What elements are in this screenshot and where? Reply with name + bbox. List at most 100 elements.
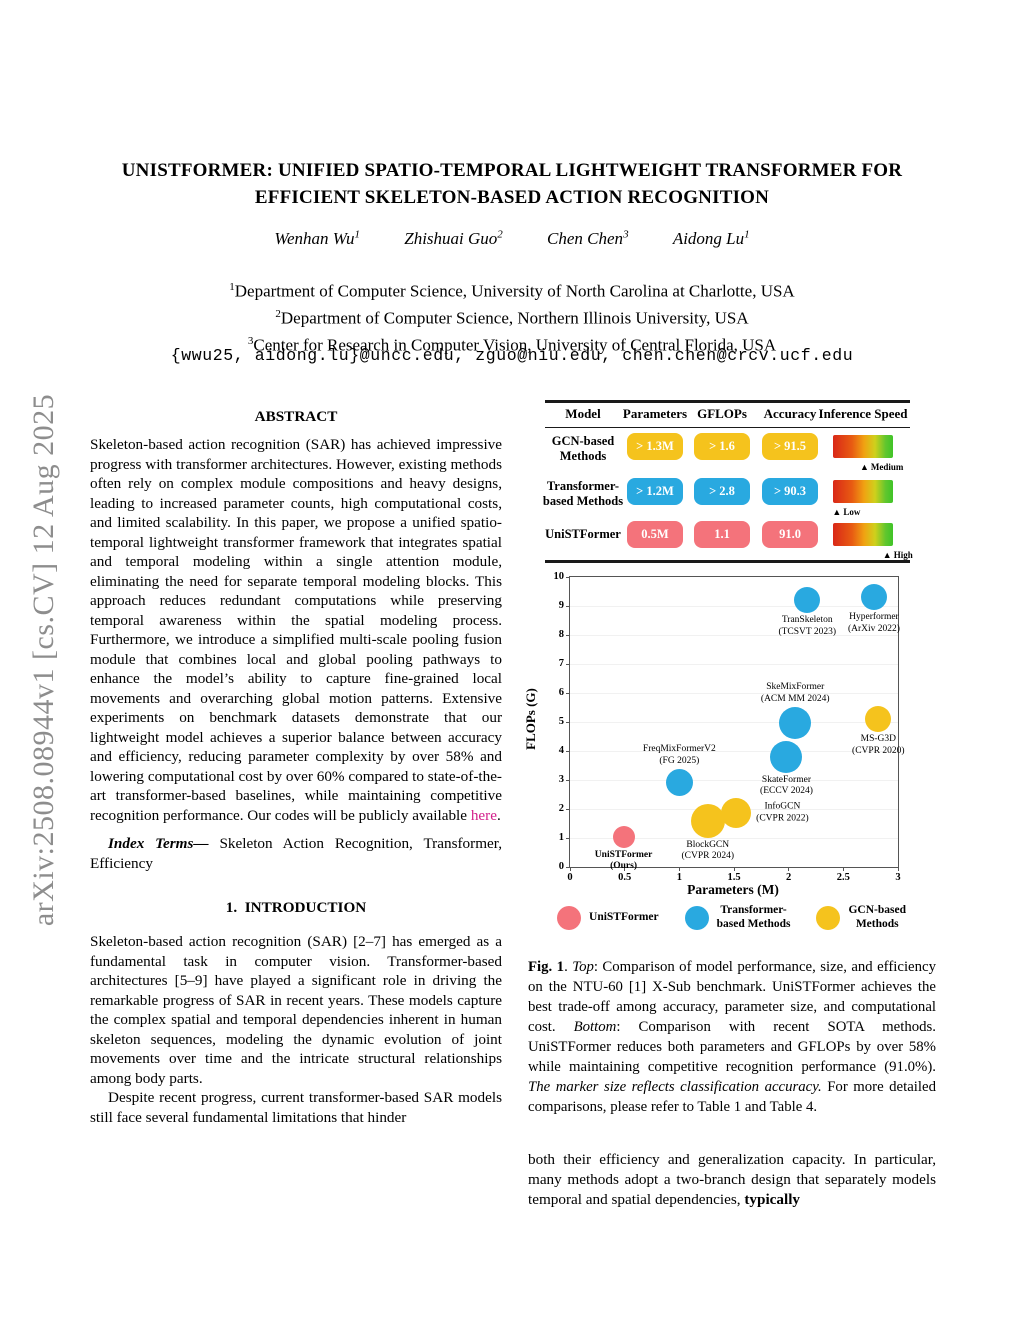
author: Wenhan Wu1 (274, 228, 360, 248)
row-label-gcn: GCN-based Methods (551, 434, 615, 463)
x-tick-mark (897, 867, 899, 871)
author: Zhishuai Guo2 (404, 228, 503, 248)
right-column-text: both their efficiency and generalization… (528, 1151, 936, 1208)
y-tick-label: 8 (558, 629, 564, 640)
bubble-FreqMixFormerV2 (665, 769, 693, 797)
gridline (570, 664, 898, 665)
x-axis-label: Parameters (M) (687, 882, 779, 897)
badge-transformer-gflops: > 2.8 (694, 478, 750, 505)
table-rule-header (545, 427, 910, 429)
y-tick-mark (566, 750, 570, 752)
x-tick-label: 1 (676, 872, 682, 883)
x-tick-mark (569, 867, 571, 871)
col-header-accuracy: Accuracy (763, 406, 817, 421)
y-tick-mark (566, 692, 570, 694)
col-header-parameters: Parameters (622, 406, 688, 421)
x-tick-label: 0.5 (618, 872, 632, 883)
intro-paragraph-2: Despite recent progress, current transfo… (90, 1089, 502, 1126)
author: Chen Chen3 (547, 228, 629, 248)
legend-item-transformer: Transformer-based Methods (684, 904, 790, 931)
badge-transformer-parameters: > 1.2M (627, 478, 683, 505)
y-tick-label: 7 (558, 658, 564, 669)
figure-label: Fig. 1 (528, 959, 565, 975)
gridline (570, 780, 898, 781)
y-tick-label: 9 (558, 600, 564, 611)
y-tick-label: 10 (553, 571, 565, 582)
row-label-unistformer: UniSTFormer (545, 527, 621, 541)
badge-unistformer-gflops: 1.1 (694, 521, 750, 548)
legend-dot-unistformer (557, 905, 582, 930)
speed-marker-unistformer: ▲ High (882, 550, 913, 560)
y-tick-mark (566, 808, 570, 810)
bubble-SkateFormer (770, 740, 803, 773)
triangle-up-icon: ▲ (860, 462, 869, 472)
abstract-text: Skeleton-based action recognition (SAR) … (90, 436, 502, 824)
speed-gradient-gcn (833, 435, 893, 458)
y-tick-mark (566, 837, 570, 839)
author: Aidong Lu1 (672, 228, 750, 248)
chart-legend: UniSTFormer Transformer-based Methods GC… (528, 904, 935, 931)
gridline (570, 635, 898, 636)
y-tick-label: 6 (558, 687, 564, 698)
y-tick-mark (566, 779, 570, 781)
y-tick-label: 1 (558, 832, 564, 843)
bubble-Hyperformer (860, 584, 887, 611)
affiliation: 1Department of Computer Science, Univers… (229, 281, 795, 301)
x-tick-mark (624, 867, 626, 871)
comparison-table: Model Parameters GFLOPs Accuracy Inferen… (543, 400, 913, 566)
x-tick-label: 2 (786, 872, 792, 883)
y-tick-mark (566, 866, 570, 868)
intro-paragraph-1: Skeleton-based action recognition (SAR) … (90, 933, 502, 1087)
bubble-SkeMixFormer (779, 707, 812, 740)
point-label-BlockGCN: BlockGCN (CVPR 2024) (681, 839, 735, 862)
y-tick-label: 3 (558, 774, 564, 785)
speed-gradient-transformer (833, 480, 893, 503)
x-tick-mark (788, 867, 790, 871)
y-tick-mark (566, 605, 570, 607)
x-tick-mark (842, 867, 844, 871)
x-tick-mark (678, 867, 680, 871)
y-tick-label: 0 (558, 861, 564, 872)
x-tick-mark (733, 867, 735, 871)
legend-item-gcn: GCN-based Methods (816, 904, 906, 931)
arxiv-watermark: arXiv:2508.08944v1 [cs.CV] 12 Aug 2025 (27, 393, 60, 927)
y-tick-mark (566, 663, 570, 665)
table-rule-top (545, 400, 910, 403)
speed-marker-transformer: ▲ Low (832, 507, 861, 517)
y-tick-mark (566, 576, 570, 578)
speed-gradient-unistformer (833, 523, 893, 546)
legend-dot-gcn (816, 905, 841, 930)
gridline (570, 838, 898, 839)
x-tick-label: 0 (567, 872, 573, 883)
bubble-MS-G3D (865, 706, 892, 733)
author-list: Wenhan Wu1 Zhishuai Guo2 Chen Chen3 Aido… (82, 228, 942, 249)
bubble-UniSTFormer (612, 825, 635, 848)
gridline (570, 606, 898, 607)
paper-title-line2: EFFICIENT SKELETON-BASED ACTION RECOGNIT… (254, 187, 770, 208)
col-header-inference-speed: Inference Speed (818, 406, 908, 421)
point-label-TranSkeleton: TranSkeleton (TCSVT 2023) (778, 615, 837, 637)
col-header-model: Model (565, 406, 601, 421)
badge-gcn-parameters: > 1.3M (627, 433, 683, 460)
index-terms-label: Index Terms— (108, 835, 209, 852)
y-tick-mark (566, 634, 570, 636)
gridline (570, 693, 898, 694)
y-tick-label: 4 (558, 745, 564, 756)
introduction-heading: 1. INTRODUCTION (225, 899, 367, 916)
bubble-TranSkeleton (794, 587, 821, 614)
y-tick-mark (566, 721, 570, 723)
triangle-up-icon: ▲ (832, 507, 842, 517)
badge-unistformer-accuracy: 91.0 (762, 521, 818, 548)
triangle-up-icon: ▲ (882, 550, 892, 560)
abstract-heading: ABSTRACT (254, 408, 338, 425)
index-terms: Index Terms— Skeleton Action Recognition… (90, 835, 502, 872)
badge-transformer-accuracy: > 90.3 (762, 478, 818, 505)
legend-dot-transformer (684, 905, 709, 930)
x-tick-label: 1.5 (727, 872, 741, 883)
x-tick-label: 2.5 (836, 872, 850, 883)
table-rule-bottom (545, 560, 910, 563)
y-axis-label: FLOPs (G) (523, 688, 538, 750)
point-label-SkateFormer: SkateFormer (ECCV 2024) (760, 774, 813, 797)
code-link[interactable]: here (470, 806, 497, 824)
